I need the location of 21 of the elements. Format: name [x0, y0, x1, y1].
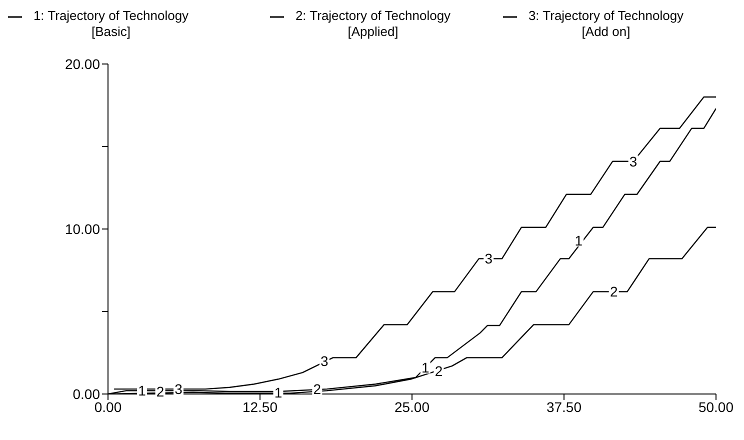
legend-label: 1: Trajectory of Technology [Basic] [32, 8, 190, 40]
legend-label: 3: Trajectory of Technology [Add on] [527, 8, 685, 40]
annotation: 3 [484, 250, 493, 267]
x-tick-label: 12.50 [242, 398, 278, 415]
annotation: 1 [138, 382, 146, 399]
annotation: 1 [574, 232, 583, 249]
y-tick-label: 20.00 [64, 56, 100, 72]
annotation: 2 [156, 384, 164, 400]
annotation: 2 [610, 284, 618, 300]
annotation: 3 [174, 381, 183, 398]
annotation: 1 [274, 384, 282, 400]
x-tick-label: 50.00 [698, 398, 734, 415]
annotation: 1 [421, 360, 430, 376]
y-tick-label: 10.00 [64, 220, 100, 237]
legend-label: 2: Trajectory of Technology [Applied] [294, 8, 452, 40]
x-tick-label: 25.00 [394, 398, 430, 415]
annotation: 2 [434, 362, 443, 379]
annotation: 3 [320, 353, 329, 369]
annotation: 3 [629, 153, 638, 170]
annotation: 2 [313, 381, 322, 398]
x-tick-label: 37.50 [546, 398, 582, 415]
